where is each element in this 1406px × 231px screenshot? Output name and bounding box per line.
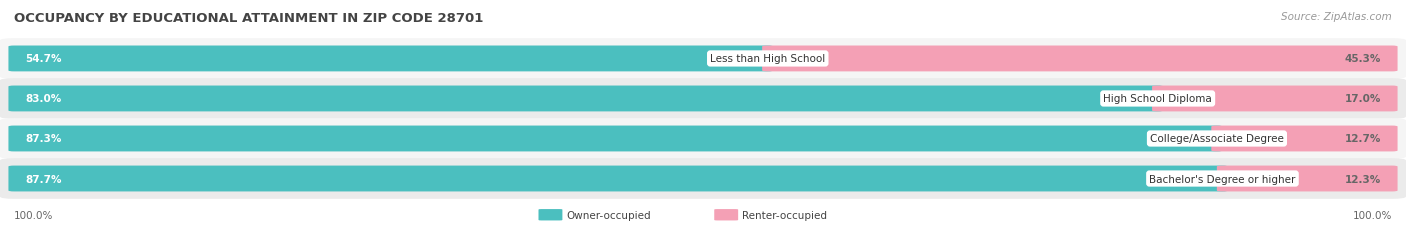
Text: 12.7%: 12.7% [1344,134,1381,144]
FancyBboxPatch shape [1212,126,1398,152]
FancyBboxPatch shape [1152,86,1398,112]
Text: 12.3%: 12.3% [1344,174,1381,184]
FancyBboxPatch shape [8,46,773,72]
Text: Owner-occupied: Owner-occupied [567,210,651,220]
Text: High School Diploma: High School Diploma [1104,94,1212,104]
Text: 45.3%: 45.3% [1344,54,1381,64]
Text: 87.7%: 87.7% [25,174,62,184]
Text: 83.0%: 83.0% [25,94,62,104]
FancyBboxPatch shape [0,158,1406,199]
FancyBboxPatch shape [8,166,1227,192]
Text: 17.0%: 17.0% [1344,94,1381,104]
Text: 87.3%: 87.3% [25,134,62,144]
Text: 100.0%: 100.0% [14,210,53,220]
Text: Bachelor's Degree or higher: Bachelor's Degree or higher [1149,174,1296,184]
Text: 54.7%: 54.7% [25,54,62,64]
FancyBboxPatch shape [0,119,1406,159]
FancyBboxPatch shape [0,39,1406,79]
Text: Less than High School: Less than High School [710,54,825,64]
FancyBboxPatch shape [714,209,738,220]
Text: 100.0%: 100.0% [1353,210,1392,220]
Text: OCCUPANCY BY EDUCATIONAL ATTAINMENT IN ZIP CODE 28701: OCCUPANCY BY EDUCATIONAL ATTAINMENT IN Z… [14,12,484,24]
FancyBboxPatch shape [0,79,1406,119]
FancyBboxPatch shape [8,126,1223,152]
Text: Renter-occupied: Renter-occupied [742,210,827,220]
FancyBboxPatch shape [8,86,1163,112]
FancyBboxPatch shape [762,46,1398,72]
Text: Source: ZipAtlas.com: Source: ZipAtlas.com [1281,12,1392,21]
FancyBboxPatch shape [538,209,562,220]
FancyBboxPatch shape [1216,166,1398,192]
Text: College/Associate Degree: College/Associate Degree [1150,134,1284,144]
